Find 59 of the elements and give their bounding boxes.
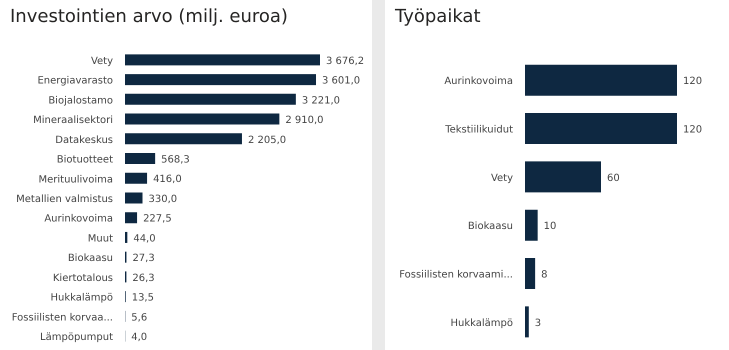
bar <box>125 133 242 144</box>
y-tick-label: Kiertotalous <box>52 272 113 284</box>
y-tick-label: Muut <box>88 233 114 244</box>
data-label: 26,3 <box>132 272 155 284</box>
data-label: 60 <box>607 172 620 184</box>
data-label: 330,0 <box>148 194 178 205</box>
y-tick-label: Fossiilisten korvaa... <box>12 312 113 324</box>
y-tick-label: Aurinkovoima <box>444 76 513 88</box>
y-tick-label: Tekstiilikuidut <box>444 124 514 136</box>
bar <box>525 64 677 96</box>
bar <box>525 258 536 290</box>
data-label: 3 221,0 <box>302 95 340 106</box>
bar <box>125 212 138 224</box>
bar <box>125 114 280 125</box>
y-tick-label: Mineraalisektori <box>33 115 113 126</box>
y-tick-label: Energiavarasto <box>37 76 113 87</box>
bar <box>525 306 529 338</box>
y-tick-label: Biojalostamo <box>48 95 113 106</box>
y-tick-label: Fossiilisten korvaami... <box>399 270 513 280</box>
data-label: 2 910,0 <box>285 115 324 126</box>
bar <box>525 210 538 241</box>
y-tick-label: Hukkalämpö <box>50 292 113 304</box>
y-tick-label: Merituulivoima <box>38 174 113 186</box>
y-tick-label: Vety <box>490 172 514 184</box>
y-tick-label: Biokaasu <box>468 221 513 232</box>
y-tick-label: Metallien valmistus <box>16 194 113 205</box>
y-tick-label: Biotuotteet <box>56 154 114 166</box>
data-label: 10 <box>544 221 556 232</box>
data-label: 8 <box>541 270 548 281</box>
bar <box>525 113 677 144</box>
y-tick-label: Lämpöpumput <box>40 332 114 344</box>
chart-title: Työpaikat <box>395 6 481 27</box>
bar <box>525 161 601 192</box>
data-label: 568,3 <box>161 154 190 166</box>
bar <box>125 74 316 86</box>
data-label: 13,5 <box>132 292 154 304</box>
bar <box>125 54 320 66</box>
bar <box>125 172 148 184</box>
data-label: 2 205,0 <box>248 134 286 146</box>
chart-title: Investointien arvo (milj. euroa) <box>10 6 288 27</box>
data-label: 3 676,2 <box>326 56 364 67</box>
data-label: 3 601,0 <box>322 76 360 87</box>
y-tick-label: Hukkalämpö <box>450 318 513 329</box>
data-label: 120 <box>683 124 702 136</box>
data-label: 227,5 <box>143 214 172 225</box>
y-tick-label: Biokaasu <box>68 253 113 264</box>
data-label: 416,0 <box>153 174 182 186</box>
y-tick-label: Datakeskus <box>55 134 113 146</box>
y-tick-label: Vety <box>90 56 114 67</box>
bar <box>125 153 156 164</box>
bar <box>125 94 296 105</box>
data-label: 3 <box>534 318 542 329</box>
bar <box>125 192 143 204</box>
data-label: 44,0 <box>133 233 156 244</box>
y-tick-label: Aurinkovoima <box>44 214 113 225</box>
data-label: 27,3 <box>132 253 155 264</box>
data-label: 5,6 <box>131 312 148 324</box>
data-label: 120 <box>683 76 702 88</box>
data-label: 4,0 <box>131 332 148 344</box>
